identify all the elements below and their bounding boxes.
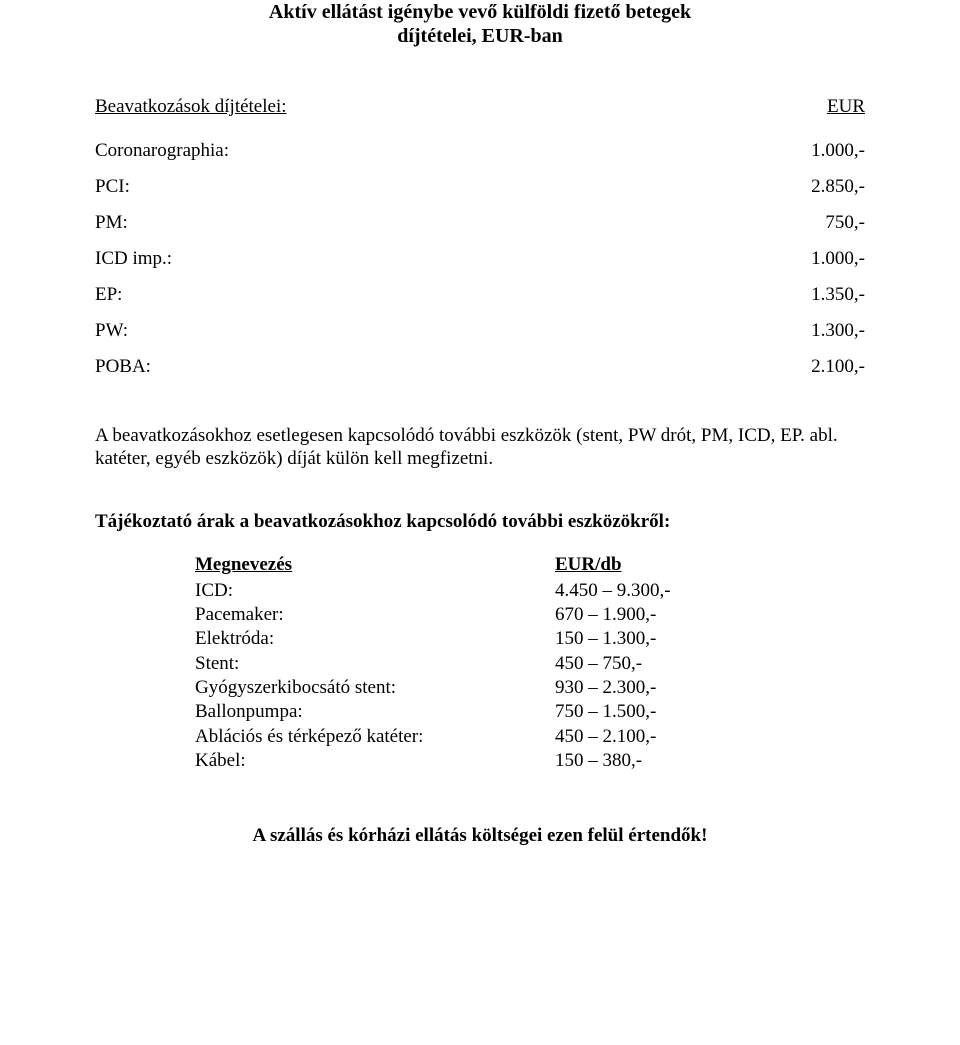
document-title: Aktív ellátást igénybe vevő külföldi fiz… — [95, 0, 865, 48]
equipment-name: ICD: — [195, 579, 555, 603]
equipment-heading: Tájékoztató árak a beavatkozásokhoz kapc… — [95, 511, 865, 534]
fee-value: 1.300,- — [745, 313, 865, 349]
fee-name: PCI: — [95, 169, 745, 205]
equipment-table: Megnevezés EUR/db ICD: 4.450 – 9.300,- P… — [195, 554, 865, 773]
title-line-1: Aktív ellátást igénybe vevő külföldi fiz… — [95, 0, 865, 24]
fees-heading-label: Beavatkozások díjtételei: — [95, 96, 745, 119]
fee-row: POBA: 2.100,- — [95, 349, 865, 385]
fee-value: 2.100,- — [745, 349, 865, 385]
fee-name: POBA: — [95, 349, 745, 385]
equipment-price: 4.450 – 9.300,- — [555, 579, 671, 603]
fee-row: PM: 750,- — [95, 205, 865, 241]
equipment-name: Ablációs és térképező katéter: — [195, 725, 555, 749]
title-line-2: díjtételei, EUR-ban — [95, 24, 865, 48]
fee-value: 1.000,- — [745, 133, 865, 169]
equipment-row: Pacemaker: 670 – 1.900,- — [195, 603, 865, 627]
equipment-name: Ballonpumpa: — [195, 700, 555, 724]
equipment-price: 670 – 1.900,- — [555, 603, 656, 627]
fee-value: 1.000,- — [745, 241, 865, 277]
equipment-price: 450 – 750,- — [555, 652, 642, 676]
equipment-row: Gyógyszerkibocsátó stent: 930 – 2.300,- — [195, 676, 865, 700]
fee-row: EP: 1.350,- — [95, 277, 865, 313]
fee-row: ICD imp.: 1.000,- — [95, 241, 865, 277]
fees-heading-currency: EUR — [745, 96, 865, 119]
fee-name: Coronarographia: — [95, 133, 745, 169]
equipment-row: Ablációs és térképező katéter: 450 – 2.1… — [195, 725, 865, 749]
equipment-row: Elektróda: 150 – 1.300,- — [195, 627, 865, 651]
fee-name: EP: — [95, 277, 745, 313]
equipment-price: 750 – 1.500,- — [555, 700, 656, 724]
equipment-name: Stent: — [195, 652, 555, 676]
equipment-name: Pacemaker: — [195, 603, 555, 627]
equipment-name: Gyógyszerkibocsátó stent: — [195, 676, 555, 700]
fee-name: PM: — [95, 205, 745, 241]
fee-value: 750,- — [745, 205, 865, 241]
fee-row: Coronarographia: 1.000,- — [95, 133, 865, 169]
fee-row: PW: 1.300,- — [95, 313, 865, 349]
fee-value: 1.350,- — [745, 277, 865, 313]
equipment-col-price: EUR/db — [555, 554, 622, 577]
fee-name: PW: — [95, 313, 745, 349]
note-paragraph: A beavatkozásokhoz esetlegesen kapcsolód… — [95, 425, 865, 471]
equipment-row: Stent: 450 – 750,- — [195, 652, 865, 676]
equipment-price: 930 – 2.300,- — [555, 676, 656, 700]
equipment-header: Megnevezés EUR/db — [195, 554, 865, 577]
equipment-name: Elektróda: — [195, 627, 555, 651]
equipment-name: Kábel: — [195, 749, 555, 773]
equipment-row: Ballonpumpa: 750 – 1.500,- — [195, 700, 865, 724]
equipment-row: Kábel: 150 – 380,- — [195, 749, 865, 773]
equipment-price: 150 – 1.300,- — [555, 627, 656, 651]
equipment-price: 150 – 380,- — [555, 749, 642, 773]
fee-name: ICD imp.: — [95, 241, 745, 277]
fees-heading: Beavatkozások díjtételei: EUR — [95, 96, 865, 119]
fee-value: 2.850,- — [745, 169, 865, 205]
footer-note: A szállás és kórházi ellátás költségei e… — [95, 825, 865, 848]
equipment-row: ICD: 4.450 – 9.300,- — [195, 579, 865, 603]
fees-list: Coronarographia: 1.000,- PCI: 2.850,- PM… — [95, 133, 865, 386]
equipment-price: 450 – 2.100,- — [555, 725, 656, 749]
equipment-col-name: Megnevezés — [195, 554, 555, 577]
fee-row: PCI: 2.850,- — [95, 169, 865, 205]
